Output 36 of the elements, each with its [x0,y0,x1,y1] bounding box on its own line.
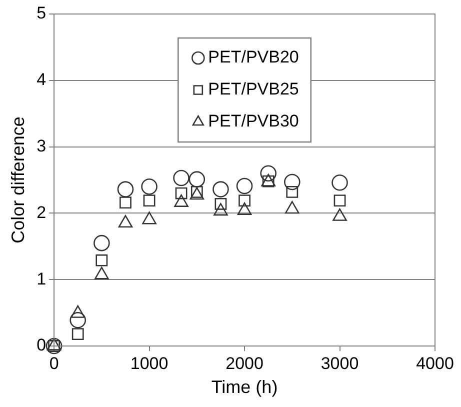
y-tick-label: 2 [36,202,46,222]
point [72,328,84,340]
point [214,198,227,210]
legend-label: PET/PVB20 [208,48,299,67]
point [212,181,229,198]
x-tick-label: 4000 [416,354,454,373]
legend-label: PET/PVB25 [208,80,299,99]
legend-label: PET/PVB30 [208,112,299,131]
x-tick-label: 3000 [320,354,359,373]
point [120,196,132,209]
point [332,174,348,191]
point [238,194,250,207]
y-tick-label: 3 [36,136,46,156]
point [175,187,188,200]
point [117,181,134,198]
y-tick-label: 4 [36,70,46,90]
x-tick-label: 2000 [226,354,264,373]
y-tick-label: 5 [36,4,46,23]
point [143,194,156,207]
y-axis-title: Color difference [8,116,28,244]
point [70,312,86,328]
point [236,178,253,194]
point [334,194,346,207]
point [188,171,206,188]
y-tick-label: 1 [36,269,46,288]
x-tick-label: 0 [49,354,59,373]
point [173,170,190,186]
point [286,186,298,198]
x-axis-title: Time (h) [211,377,278,398]
point [284,174,300,190]
point [141,178,158,195]
point [94,234,110,252]
point [260,165,276,182]
point [96,254,108,266]
y-tick-label: 0 [36,336,46,355]
x-tick-label: 1000 [130,354,168,373]
